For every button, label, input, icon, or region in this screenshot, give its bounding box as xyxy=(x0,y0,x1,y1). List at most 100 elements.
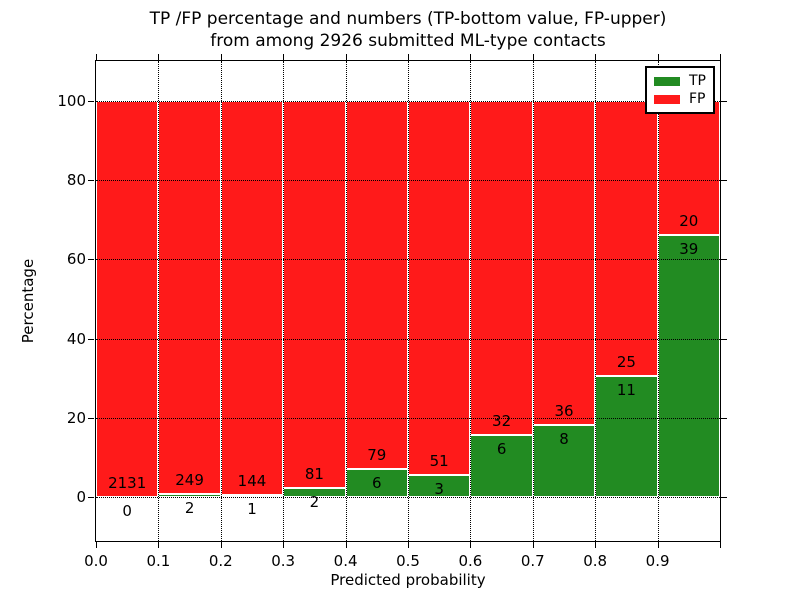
x-tick-label: 0.5 xyxy=(396,552,420,570)
x-tick-label: 0.0 xyxy=(84,552,108,570)
bar-fp-segment xyxy=(470,100,533,435)
y-tick-label: 40 xyxy=(66,329,86,348)
chart-title-line1: TP /FP percentage and numbers (TP-bottom… xyxy=(149,9,667,29)
fp-count-label: 32 xyxy=(492,411,512,430)
y-tick-label: 0 xyxy=(76,488,86,507)
x-tick-label: 0.6 xyxy=(458,552,483,570)
x-tick-mark-bottom xyxy=(657,542,659,548)
bar-fp-segment xyxy=(220,100,284,495)
tp-count-label: 39 xyxy=(679,240,699,259)
fp-count-label: 2131 xyxy=(108,474,147,493)
bar-tp-segment xyxy=(345,469,408,498)
y-tick-mark-left xyxy=(88,338,94,340)
bar-fp-segment xyxy=(657,100,720,236)
x-tick-label: 0.2 xyxy=(208,552,233,570)
tp-count-label: 6 xyxy=(496,439,507,458)
y-tick-mark-left xyxy=(88,418,94,420)
tp-count-label: 1 xyxy=(247,499,257,518)
legend-entry-tp: TP xyxy=(654,74,706,88)
fp-count-label: 36 xyxy=(554,402,574,421)
x-tick-mark-top xyxy=(345,54,347,60)
bar-tp-segment xyxy=(657,235,720,498)
x-axis-label: Predicted probability xyxy=(330,571,486,589)
v-gridline xyxy=(283,61,285,541)
bar-tp-segment xyxy=(532,425,596,498)
y-tick-label: 80 xyxy=(66,171,86,189)
x-tick-mark-bottom xyxy=(283,542,285,548)
legend-entry-fp: FP xyxy=(654,92,706,106)
x-tick-mark-bottom xyxy=(720,542,721,548)
fp-swatch-icon xyxy=(654,94,680,104)
fp-count-label: 25 xyxy=(616,353,636,372)
fp-count-label: 20 xyxy=(679,212,699,231)
y-tick-mark-right xyxy=(721,497,727,499)
x-tick-mark-top xyxy=(158,54,160,60)
x-tick-mark-top xyxy=(220,54,222,60)
x-tick-mark-bottom xyxy=(595,542,597,548)
tp-count-label: 2 xyxy=(184,499,195,518)
legend-label-tp: TP xyxy=(689,73,706,89)
legend-label-fp: FP xyxy=(689,91,706,107)
x-tick-mark-bottom xyxy=(532,542,534,548)
tp-count-label: 0 xyxy=(122,502,132,521)
x-tick-mark-bottom xyxy=(345,542,347,548)
x-tick-label: 0.1 xyxy=(146,552,171,570)
tp-count-label: 3 xyxy=(434,480,444,499)
v-gridline xyxy=(532,61,534,541)
y-tick-label: 20 xyxy=(66,409,86,428)
bar-fp-segment xyxy=(532,100,596,426)
x-tick-mark-bottom xyxy=(408,542,409,548)
x-tick-mark-top xyxy=(595,54,597,60)
bar-fp-segment xyxy=(283,100,346,488)
x-tick-mark-bottom xyxy=(220,542,222,548)
legend: TP FP xyxy=(645,66,715,114)
v-gridline xyxy=(595,61,597,541)
x-tick-mark-bottom xyxy=(470,542,472,548)
fp-count-label: 51 xyxy=(429,452,449,471)
fp-count-label: 249 xyxy=(175,471,204,490)
tp-count-label: 2 xyxy=(309,492,320,511)
fp-count-label: 79 xyxy=(367,446,387,465)
bar-tp-segment xyxy=(470,434,533,498)
x-tick-label: 0.4 xyxy=(333,552,358,570)
x-tick-mark-top xyxy=(657,54,659,60)
y-axis-label: Percentage xyxy=(19,258,37,344)
x-tick-label: 0.3 xyxy=(271,552,296,570)
x-tick-mark-top xyxy=(720,54,721,60)
y-tick-mark-left xyxy=(88,497,94,499)
x-tick-mark-top xyxy=(96,54,97,60)
bar-fp-segment xyxy=(158,100,221,495)
bar-fp-segment xyxy=(96,100,159,498)
tp-count-label: 11 xyxy=(616,381,636,400)
x-tick-mark-bottom xyxy=(158,542,160,548)
fp-count-label: 81 xyxy=(304,464,324,483)
v-gridline xyxy=(657,61,659,541)
tp-swatch-icon xyxy=(654,76,680,86)
tp-count-label: 8 xyxy=(559,430,569,449)
x-tick-mark-top xyxy=(532,54,534,60)
x-tick-mark-top xyxy=(408,54,409,60)
bar-fp-segment xyxy=(345,100,408,470)
y-tick-mark-left xyxy=(88,180,94,181)
x-tick-label: 0.8 xyxy=(583,552,608,570)
v-gridline xyxy=(470,61,472,541)
chart-title: TP /FP percentage and numbers (TP-bottom… xyxy=(96,8,720,52)
v-gridline xyxy=(220,61,222,541)
x-tick-mark-bottom xyxy=(96,542,97,548)
y-tick-label: 100 xyxy=(57,91,86,110)
bar-tp-segment xyxy=(595,376,658,498)
y-tick-mark-left xyxy=(88,100,94,102)
x-tick-label: 0.9 xyxy=(645,552,670,570)
y-tick-mark-right xyxy=(721,100,727,102)
y-tick-mark-right xyxy=(721,259,727,261)
v-gridline xyxy=(408,61,409,541)
y-tick-mark-right xyxy=(721,180,727,181)
x-tick-mark-top xyxy=(283,54,285,60)
x-tick-label: 0.7 xyxy=(520,552,545,570)
v-gridline xyxy=(158,61,160,541)
tp-count-label: 6 xyxy=(372,474,382,493)
y-tick-mark-left xyxy=(88,259,94,261)
y-tick-mark-right xyxy=(721,338,727,340)
bar-fp-segment xyxy=(408,100,471,476)
